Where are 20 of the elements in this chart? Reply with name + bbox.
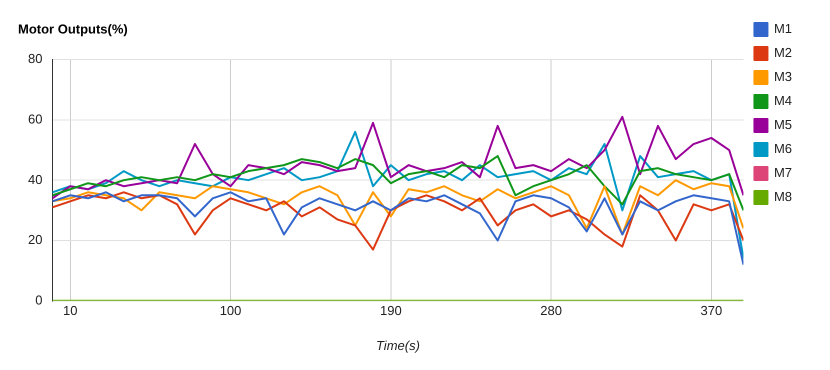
x-tick-label: 100 bbox=[220, 303, 242, 318]
legend-label: M4 bbox=[774, 93, 792, 108]
y-tick-label: 80 bbox=[28, 51, 42, 66]
x-tick-label: 190 bbox=[380, 303, 402, 318]
x-tick-label: 10 bbox=[63, 303, 78, 318]
x-axis-title: Time(s) bbox=[376, 338, 420, 353]
legend-label: M7 bbox=[774, 165, 792, 180]
legend-label: M6 bbox=[774, 141, 792, 156]
x-tick-label: 280 bbox=[540, 303, 562, 318]
chart-title: Motor Outputs(%) bbox=[18, 21, 128, 36]
legend-label: M8 bbox=[774, 189, 792, 204]
legend-label: M3 bbox=[774, 69, 792, 84]
legend-label: M5 bbox=[774, 117, 792, 132]
legend-label: M1 bbox=[774, 21, 792, 36]
y-tick-label: 40 bbox=[28, 172, 42, 187]
y-tick-label: 20 bbox=[28, 232, 42, 248]
legend-label: M2 bbox=[774, 45, 792, 60]
y-tick-label: 60 bbox=[28, 111, 42, 126]
y-tick-label: 0 bbox=[35, 292, 42, 308]
x-tick-label: 370 bbox=[700, 303, 722, 318]
